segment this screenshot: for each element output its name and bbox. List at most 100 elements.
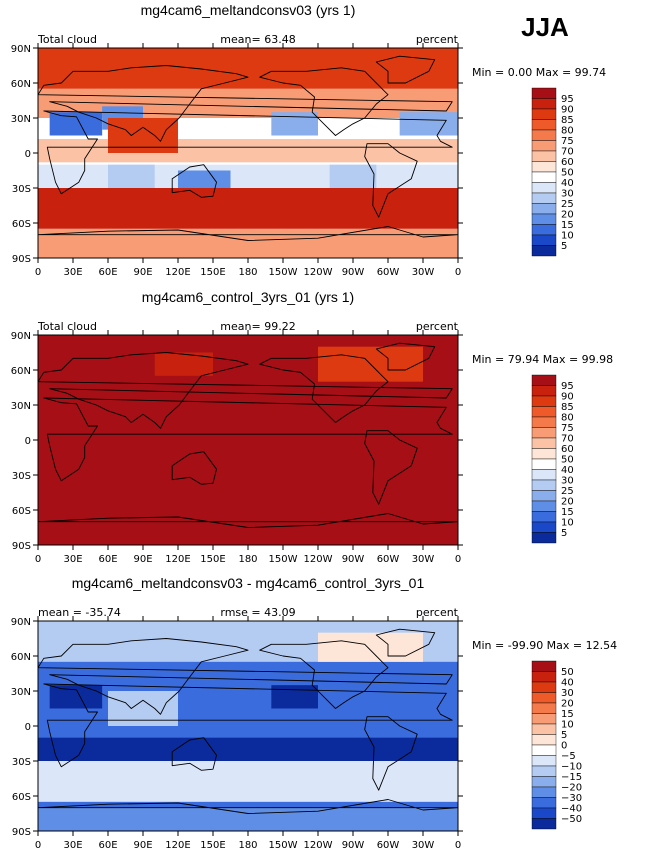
y-tick-label: 60S xyxy=(12,506,31,517)
y-tick-label: 0 xyxy=(25,436,31,447)
panel-center-label: mean= 99.22 xyxy=(220,320,295,333)
coastline xyxy=(375,342,436,371)
coastline xyxy=(38,513,458,528)
colorbar-label: 30 xyxy=(561,189,574,200)
coastline xyxy=(43,110,453,195)
contour-region xyxy=(38,761,458,802)
y-tick-label: 30N xyxy=(11,687,31,698)
coastline xyxy=(171,737,217,771)
x-tick-label: 120W xyxy=(304,267,333,278)
coastline xyxy=(259,354,389,423)
contour-region xyxy=(38,164,458,188)
x-tick-label: 120E xyxy=(165,840,190,851)
coastline xyxy=(259,67,389,136)
x-tick-label: 180 xyxy=(238,267,257,278)
colorbar-swatch xyxy=(531,182,557,194)
colorbar-label: 75 xyxy=(561,423,574,434)
x-tick-label: 90E xyxy=(133,840,152,851)
colorbar-swatch xyxy=(531,521,557,533)
colorbar-label: 30 xyxy=(561,688,574,699)
colorbar-label: −30 xyxy=(561,793,582,804)
x-tick-label: 60W xyxy=(377,554,400,565)
coastlines xyxy=(38,55,458,241)
colorbar-swatch xyxy=(531,681,557,693)
y-tick-label: 30S xyxy=(12,757,31,768)
coastline xyxy=(171,451,217,485)
colorbar-label: −10 xyxy=(561,762,582,773)
x-tick-label: 90W xyxy=(342,267,365,278)
x-tick-label: 120W xyxy=(304,554,333,565)
map-panel-2: mg4cam6_control_3yrs_01 (yrs 1) Total clo… xyxy=(11,289,613,565)
x-tick-label: 0 xyxy=(455,554,461,565)
contour-region xyxy=(271,112,318,136)
panel-units-label: percent xyxy=(416,320,459,333)
coastline xyxy=(38,226,458,241)
colorbar-swatch xyxy=(531,192,557,204)
colorbar-label: −50 xyxy=(561,814,582,825)
x-tick-label: 0 xyxy=(35,554,41,565)
contour-region xyxy=(399,112,458,136)
panel-units-label: percent xyxy=(416,606,459,619)
colorbar-label: 80 xyxy=(561,126,574,137)
contour-region xyxy=(108,164,155,188)
colorbar-swatch xyxy=(531,150,557,162)
x-tick-label: 180 xyxy=(238,840,257,851)
x-tick-label: 120W xyxy=(304,840,333,851)
colorbar-swatch xyxy=(531,161,557,173)
colorbar-label: 75 xyxy=(561,136,574,147)
y-tick-label: 30N xyxy=(11,401,31,412)
coastline xyxy=(38,65,453,142)
colorbar-label: 15 xyxy=(561,709,574,720)
x-tick-label: 180 xyxy=(238,554,257,565)
colorbar-swatch xyxy=(531,129,557,141)
colorbar-label: 10 xyxy=(561,518,574,529)
panel-minmax-label: Min = 0.00 Max = 99.74 xyxy=(472,66,606,79)
x-tick-label: 150W xyxy=(269,840,298,851)
y-tick-label: 0 xyxy=(25,149,31,160)
x-tick-label: 30W xyxy=(412,840,435,851)
colorbar-swatch xyxy=(531,374,557,386)
colorbar-label: 70 xyxy=(561,434,574,445)
colorbar-swatch xyxy=(531,786,557,798)
field-layer xyxy=(38,335,458,545)
colorbar-label: 40 xyxy=(561,678,574,689)
y-tick-label: 30S xyxy=(12,471,31,482)
colorbar-swatch xyxy=(531,416,557,428)
y-tick-label: 90S xyxy=(12,254,31,265)
x-tick-label: 150E xyxy=(200,267,225,278)
colorbar-label: 30 xyxy=(561,476,574,487)
x-tick-label: 150E xyxy=(200,840,225,851)
contour-region xyxy=(38,188,458,229)
y-tick-label: 60N xyxy=(11,79,31,90)
colorbar-swatch xyxy=(531,458,557,470)
contour-region xyxy=(318,632,423,662)
panel-minmax-label: Min = -99.90 Max = 12.54 xyxy=(472,639,617,652)
contour-region xyxy=(154,352,213,376)
x-tick-label: 150W xyxy=(269,267,298,278)
colorbar-label: 60 xyxy=(561,444,574,455)
x-tick-label: 90E xyxy=(133,267,152,278)
colorbar-label: −40 xyxy=(561,804,582,815)
colorbar-swatch xyxy=(531,119,557,131)
y-tick-label: 90N xyxy=(11,617,31,628)
x-tick-label: 60E xyxy=(98,267,117,278)
field-layer xyxy=(38,48,458,258)
y-tick-label: 30S xyxy=(12,184,31,195)
x-tick-label: 30W xyxy=(412,554,435,565)
coastline xyxy=(364,430,418,505)
colorbar-swatch xyxy=(531,755,557,767)
x-tick-label: 120E xyxy=(165,554,190,565)
colorbar-swatch xyxy=(531,140,557,152)
coastline xyxy=(38,799,458,814)
colorbar-label: 85 xyxy=(561,402,574,413)
colorbar-swatch xyxy=(531,734,557,746)
x-tick-label: 0 xyxy=(455,267,461,278)
colorbar-label: 25 xyxy=(561,486,574,497)
y-tick-label: 60N xyxy=(11,652,31,663)
x-tick-label: 150W xyxy=(269,554,298,565)
panel-center-label: rmse = 43.09 xyxy=(220,606,295,619)
y-tick-label: 90S xyxy=(12,827,31,838)
colorbar-swatch xyxy=(531,818,557,830)
